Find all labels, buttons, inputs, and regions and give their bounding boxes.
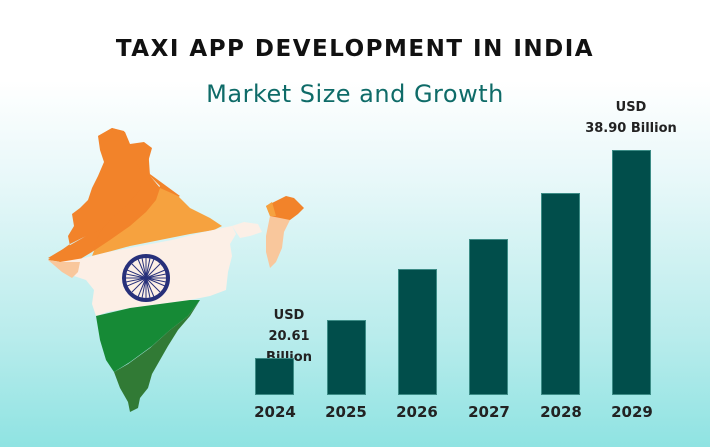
bar-2028 [541, 193, 580, 395]
bar-2026 [398, 269, 437, 395]
ashoka-chakra-icon [122, 254, 170, 302]
bar-2027 [469, 239, 508, 395]
bar-2024 [255, 358, 294, 395]
end-value-annotation: USD 38.90 Billion [580, 97, 682, 139]
end-currency-label: USD [615, 100, 647, 115]
x-tick-2027: 2027 [468, 403, 510, 421]
bar-2025 [327, 320, 366, 395]
x-tick-2029: 2029 [611, 403, 653, 421]
x-tick-2028: 2028 [540, 403, 582, 421]
start-currency-label: USD [273, 308, 305, 323]
page-title: TAXI APP DEVELOPMENT IN INDIA [115, 36, 595, 62]
x-tick-2024: 2024 [254, 403, 296, 421]
bar-2029 [612, 150, 651, 395]
x-tick-2025: 2025 [325, 403, 367, 421]
x-tick-2026: 2026 [396, 403, 438, 421]
page-subtitle: Market Size and Growth [206, 80, 504, 108]
end-value-label: 38.90 Billion [585, 121, 677, 136]
